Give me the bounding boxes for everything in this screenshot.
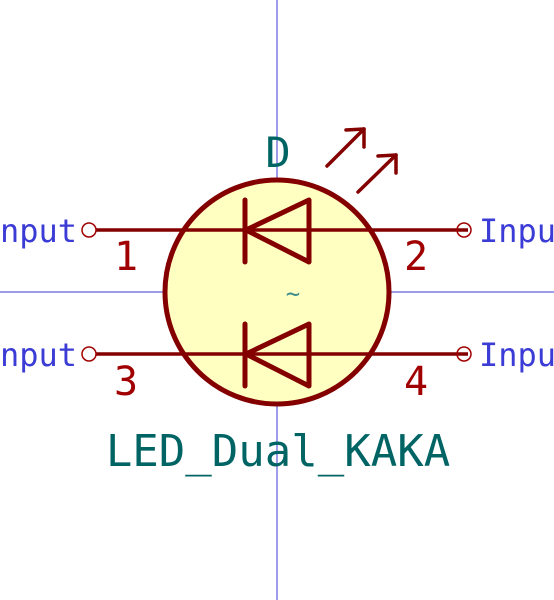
- pin-1-end-circle[interactable]: [81, 222, 97, 238]
- pin-2-number: 2: [404, 234, 428, 280]
- pin-3-type-label: Input: [0, 336, 77, 374]
- led-diode-icon: [242, 197, 312, 265]
- footprint-marker[interactable]: ~: [286, 280, 300, 308]
- pin-2-end-circle[interactable]: [456, 222, 472, 238]
- symbol-value[interactable]: LED_Dual_KAKA: [106, 426, 450, 477]
- pin-3-end-circle[interactable]: [81, 346, 97, 362]
- pin-4-type-label: Input: [479, 336, 554, 374]
- pin-1-type-label: Input: [0, 212, 77, 250]
- light-emission-arrows-icon: [325, 127, 398, 194]
- pin-1-number: 1: [114, 234, 138, 280]
- reference-designator[interactable]: D: [265, 128, 290, 177]
- led-diode-icon: [242, 321, 312, 389]
- symbol-body-circle[interactable]: [162, 177, 392, 407]
- pin-2-type-label: Input: [479, 212, 554, 250]
- pin-3-number: 3: [114, 359, 138, 405]
- pin-4-end-circle[interactable]: [456, 346, 472, 362]
- pin-4-number: 4: [404, 359, 428, 405]
